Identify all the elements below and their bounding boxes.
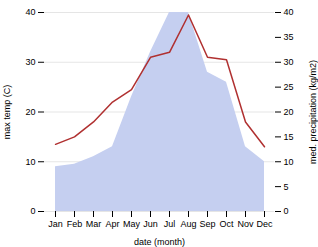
svg-text:10: 10 [284,157,294,167]
svg-text:Jul: Jul [164,219,176,229]
svg-text:May: May [123,219,141,229]
svg-text:Mar: Mar [86,219,102,229]
svg-text:Aug: Aug [180,219,196,229]
svg-text:35: 35 [284,32,294,42]
svg-text:med. precipitation (kg/m2): med. precipitation (kg/m2) [308,60,318,164]
svg-text:30: 30 [25,57,35,67]
svg-text:max temp (C): max temp (C) [2,85,12,140]
svg-text:Dec: Dec [256,219,273,229]
svg-text:10: 10 [25,157,35,167]
svg-text:20: 20 [25,107,35,117]
svg-text:Oct: Oct [219,219,234,229]
svg-text:0: 0 [30,206,35,216]
svg-text:20: 20 [284,107,294,117]
svg-text:25: 25 [284,82,294,92]
svg-text:30: 30 [284,57,294,67]
svg-text:5: 5 [284,182,289,192]
svg-text:date (month): date (month) [134,237,185,247]
svg-text:0: 0 [284,206,289,216]
svg-text:40: 40 [284,7,294,17]
svg-text:Jan: Jan [48,219,63,229]
svg-text:Sep: Sep [199,219,215,229]
svg-text:Nov: Nov [237,219,254,229]
svg-text:40: 40 [25,7,35,17]
svg-text:Apr: Apr [105,219,119,229]
svg-text:Jun: Jun [143,219,158,229]
svg-text:15: 15 [284,132,294,142]
svg-text:Feb: Feb [67,219,83,229]
